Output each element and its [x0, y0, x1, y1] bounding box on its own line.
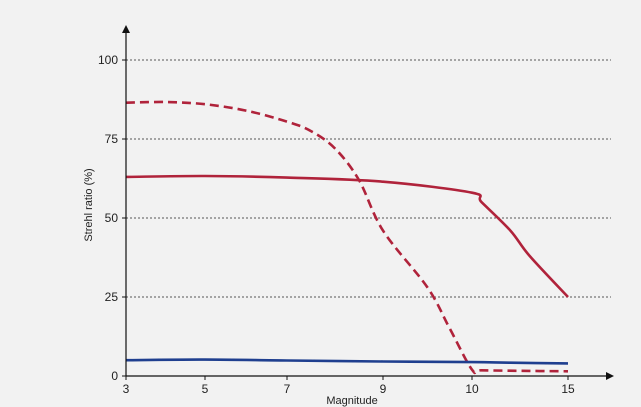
y-tick-label: 100 [98, 53, 118, 67]
x-tick-label: 10 [465, 382, 479, 396]
axes [122, 25, 614, 380]
y-tick-label: 25 [105, 290, 119, 304]
x-axis-title: Magnitude [326, 395, 377, 407]
x-tick-label: 9 [380, 382, 387, 396]
x-tick-label: 5 [202, 382, 209, 396]
series-blue-solid-line [125, 358, 569, 365]
y-tick-label: 50 [105, 211, 119, 225]
y-axis-arrow [122, 25, 130, 33]
y-tick-label: 75 [105, 132, 119, 146]
x-axis-arrow [606, 372, 614, 380]
y-axis-title: Strehl ratio (%) [83, 168, 95, 241]
ticks: 0 25 50 75 100 3 5 7 9 10 15 [98, 53, 575, 396]
series-red-dashed-line [125, 100, 569, 375]
y-tick-label: 0 [111, 369, 118, 383]
x-tick-label: 3 [123, 382, 130, 396]
series-layer [125, 100, 569, 375]
series-red-solid-line [125, 174, 569, 298]
x-tick-label: 15 [561, 382, 575, 396]
grid-lines [126, 59, 611, 298]
x-tick-label: 7 [284, 382, 291, 396]
